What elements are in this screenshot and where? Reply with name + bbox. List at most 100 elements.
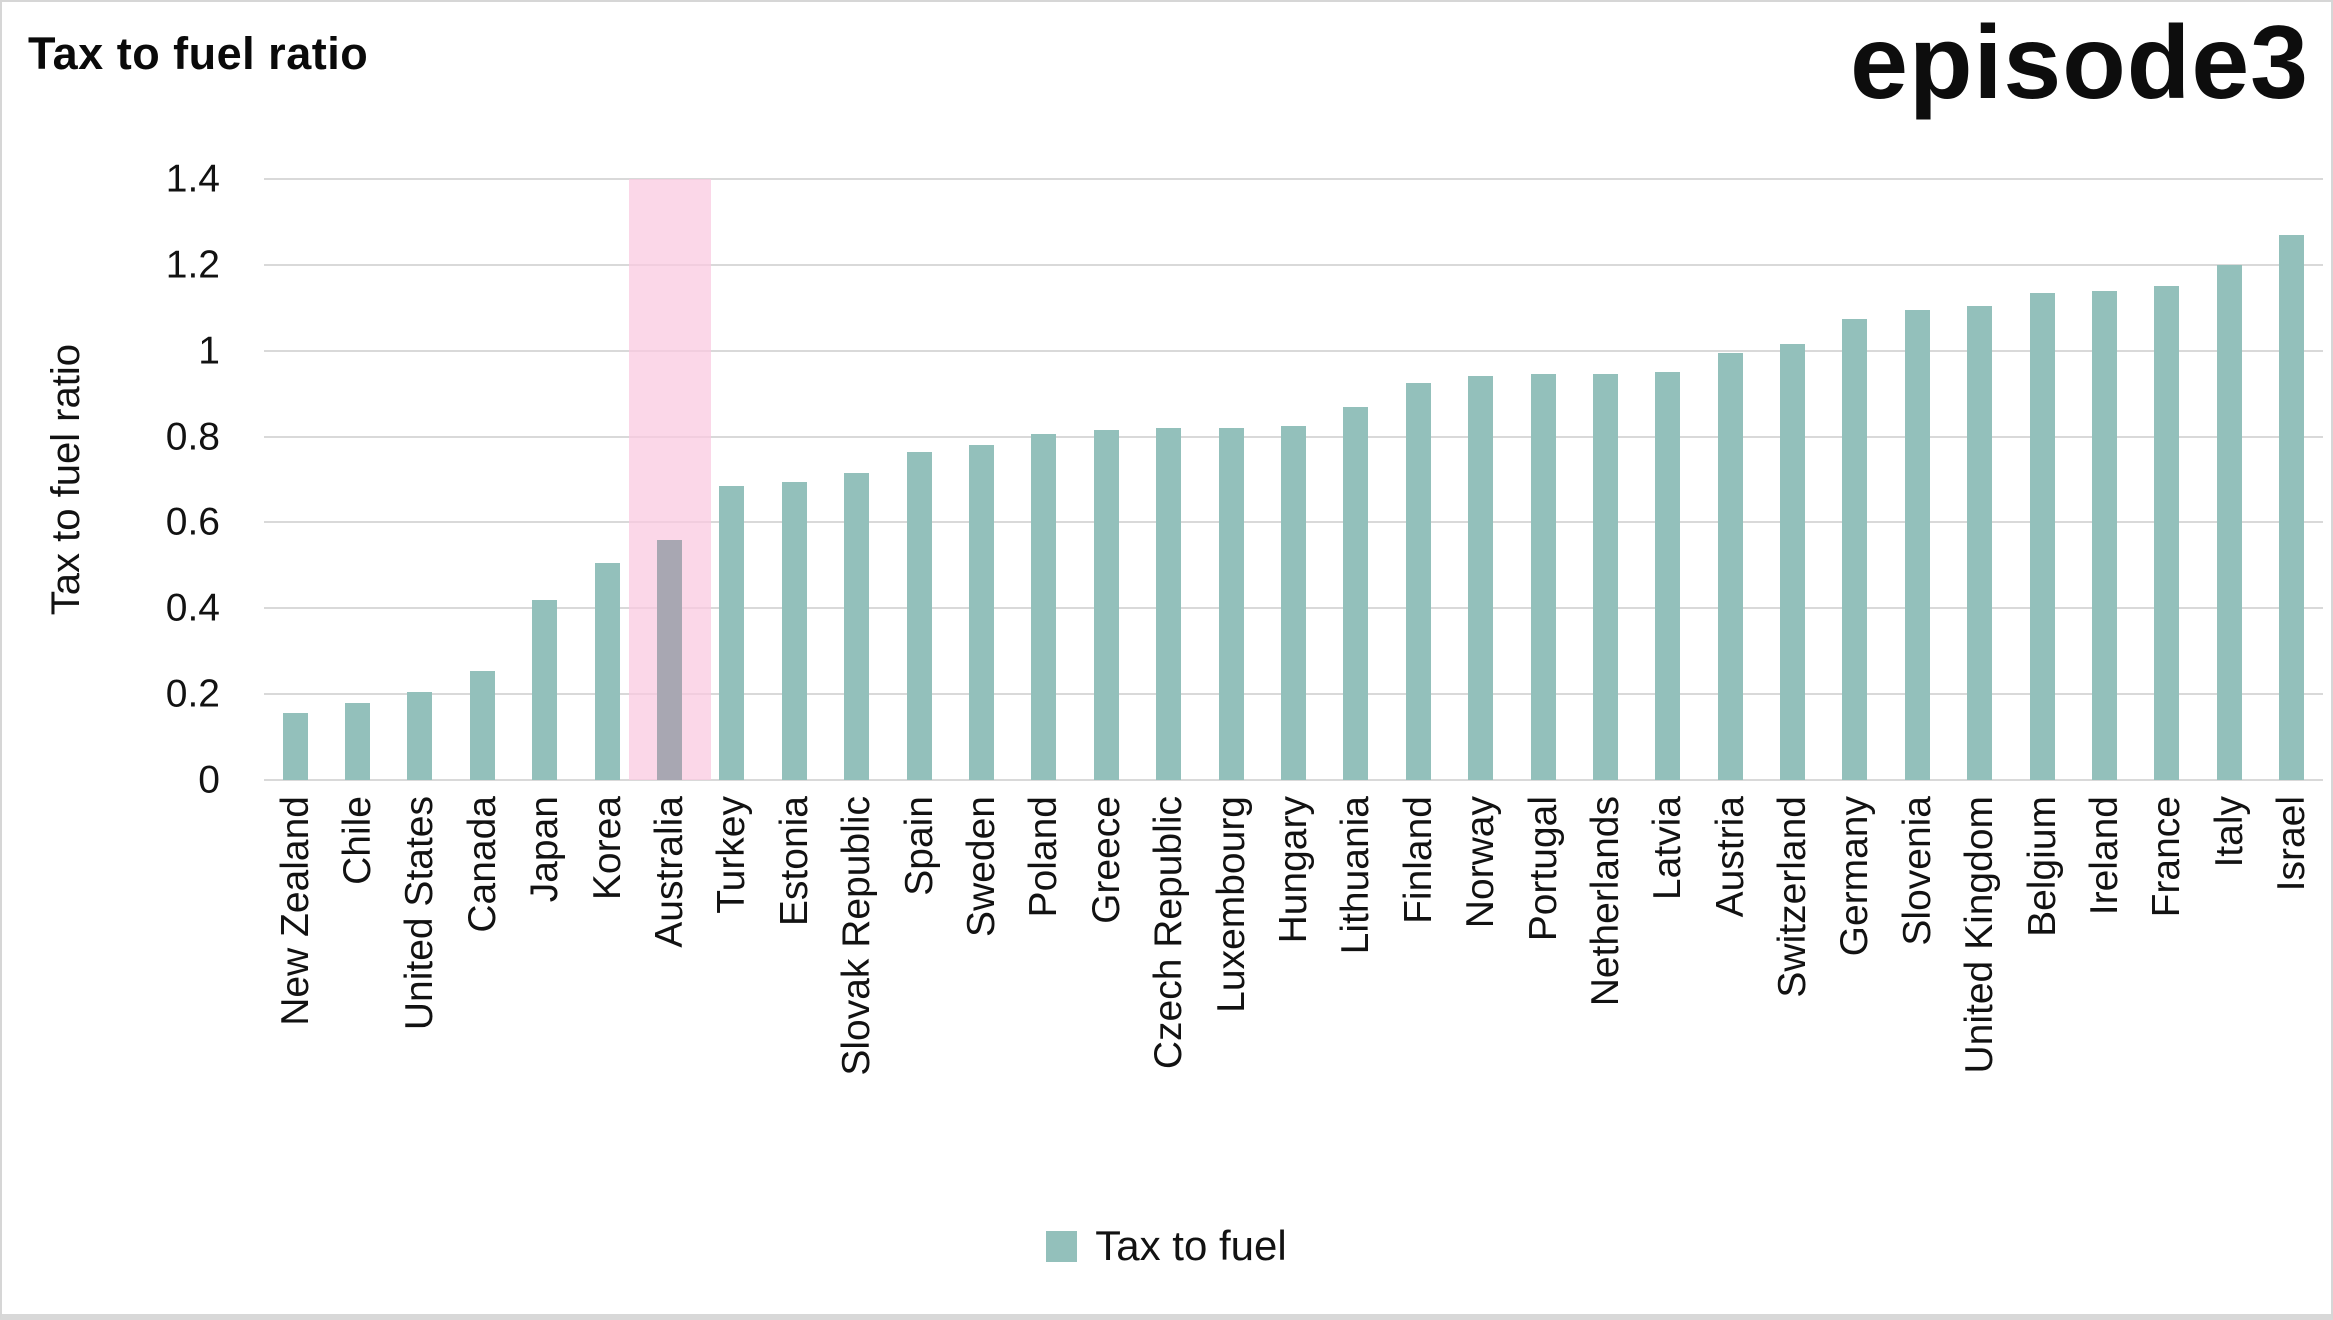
- x-label: United Kingdom: [1958, 796, 2002, 1074]
- x-label: Slovenia: [1895, 796, 1939, 946]
- bar-slot: [701, 179, 763, 780]
- x-label-slot: Canada: [451, 796, 513, 1196]
- x-label-slot: Switzerland: [1761, 796, 1823, 1196]
- bar-slot: [1325, 179, 1387, 780]
- bar-finland: [1405, 382, 1431, 780]
- bar-slot: [628, 179, 711, 780]
- y-tick-label: 1.4: [165, 157, 220, 201]
- x-label-slot: Italy: [2198, 796, 2260, 1196]
- x-label: Latvia: [1646, 796, 1690, 901]
- x-label-slot: Netherlands: [1574, 796, 1636, 1196]
- x-label: Japan: [523, 796, 567, 903]
- x-label-slot: Lithuania: [1325, 796, 1387, 1196]
- y-tick-label: 0.2: [165, 672, 220, 716]
- bar-sweden: [968, 445, 994, 780]
- bar-slot: [576, 179, 638, 780]
- bar-ireland: [2092, 290, 2118, 780]
- x-label: Australia: [648, 796, 692, 948]
- x-label-slot: Israel: [2261, 796, 2323, 1196]
- x-label: Spain: [897, 796, 941, 896]
- y-tick-label: 1.2: [165, 243, 220, 287]
- bar-australia: [657, 539, 683, 780]
- bar-slot: [1761, 179, 1823, 780]
- bar-slot: [1886, 179, 1948, 780]
- x-label-slot: Austria: [1699, 796, 1761, 1196]
- gridline: [264, 349, 2323, 352]
- bar-estonia: [781, 481, 807, 780]
- y-tick-label: 0.6: [165, 500, 220, 544]
- x-label: Switzerland: [1771, 796, 1815, 998]
- bar-slot: [1949, 179, 2011, 780]
- x-label: Slovak Republic: [835, 796, 879, 1076]
- bar-israel: [2279, 234, 2305, 780]
- x-label-slot: Portugal: [1512, 796, 1574, 1196]
- x-label-slot: France: [2136, 796, 2198, 1196]
- x-label: Netherlands: [1583, 796, 1627, 1007]
- bar-united-kingdom: [1967, 305, 1993, 780]
- bar-norway: [1468, 376, 1494, 780]
- bar-austria: [1717, 352, 1743, 780]
- chart-title: Tax to fuel ratio: [28, 28, 369, 79]
- bar-turkey: [719, 485, 745, 780]
- x-label: Germany: [1833, 796, 1877, 957]
- x-label: Finland: [1396, 796, 1440, 924]
- bar-slot: [2073, 179, 2135, 780]
- bar-greece: [1093, 430, 1119, 780]
- bar-slot: [1387, 179, 1449, 780]
- bar-slot: [1637, 179, 1699, 780]
- bar-france: [2154, 286, 2180, 780]
- x-label-slot: Czech Republic: [1137, 796, 1199, 1196]
- gridline: [264, 178, 2323, 180]
- bar-canada: [469, 670, 495, 780]
- bar-slot: [2011, 179, 2073, 780]
- bar-slot: [1449, 179, 1511, 780]
- x-label-slot: Australia: [638, 796, 700, 1196]
- legend: Tax to fuel: [2, 1214, 2331, 1278]
- x-label-slot: Latvia: [1637, 796, 1699, 1196]
- bar-slot: [1137, 179, 1199, 780]
- bar-slot: [389, 179, 451, 780]
- bar-slot: [1200, 179, 1262, 780]
- episode3-logo: episode3: [1850, 5, 2309, 121]
- x-label-slot: Hungary: [1262, 796, 1324, 1196]
- x-label: Luxembourg: [1209, 796, 1253, 1013]
- x-label-slot: Korea: [576, 796, 638, 1196]
- bar-slot: [451, 179, 513, 780]
- x-label: Korea: [585, 796, 629, 901]
- x-label: United States: [398, 796, 442, 1031]
- bar-slot: [826, 179, 888, 780]
- bar-slot: [2261, 179, 2323, 780]
- x-label: Italy: [2207, 796, 2251, 868]
- x-label: Poland: [1022, 796, 1066, 918]
- legend-label: Tax to fuel: [1095, 1222, 1287, 1269]
- bar-slot: [326, 179, 388, 780]
- x-label-slot: Slovak Republic: [826, 796, 888, 1196]
- bar-slot: [2198, 179, 2260, 780]
- x-label-slot: New Zealand: [264, 796, 326, 1196]
- bar-slot: [264, 179, 326, 780]
- x-label-slot: United States: [389, 796, 451, 1196]
- bar-slot: [1512, 179, 1574, 780]
- x-label-slot: Japan: [514, 796, 576, 1196]
- bar-italy: [2216, 264, 2242, 780]
- bar-slot: [1262, 179, 1324, 780]
- bar-luxembourg: [1218, 428, 1244, 780]
- x-label-slot: Norway: [1449, 796, 1511, 1196]
- x-label-slot: United Kingdom: [1949, 796, 2011, 1196]
- gridline: [264, 779, 2323, 781]
- x-label-slot: Germany: [1824, 796, 1886, 1196]
- x-label-slot: Chile: [326, 796, 388, 1196]
- bar-slot: [1013, 179, 1075, 780]
- x-label-slot: Greece: [1075, 796, 1137, 1196]
- x-label-slot: Belgium: [2011, 796, 2073, 1196]
- bar-portugal: [1530, 374, 1556, 780]
- x-label-slot: Ireland: [2073, 796, 2135, 1196]
- bar-slovenia: [1904, 309, 1930, 780]
- x-label: Greece: [1084, 796, 1128, 924]
- x-label: New Zealand: [273, 796, 317, 1026]
- bar-latvia: [1655, 372, 1681, 780]
- bar-new-zealand: [282, 713, 308, 780]
- x-label-slot: Turkey: [701, 796, 763, 1196]
- x-label: Chile: [336, 796, 380, 885]
- x-axis-labels: New Zealand Chile United States Canada Japan…: [264, 796, 2323, 1196]
